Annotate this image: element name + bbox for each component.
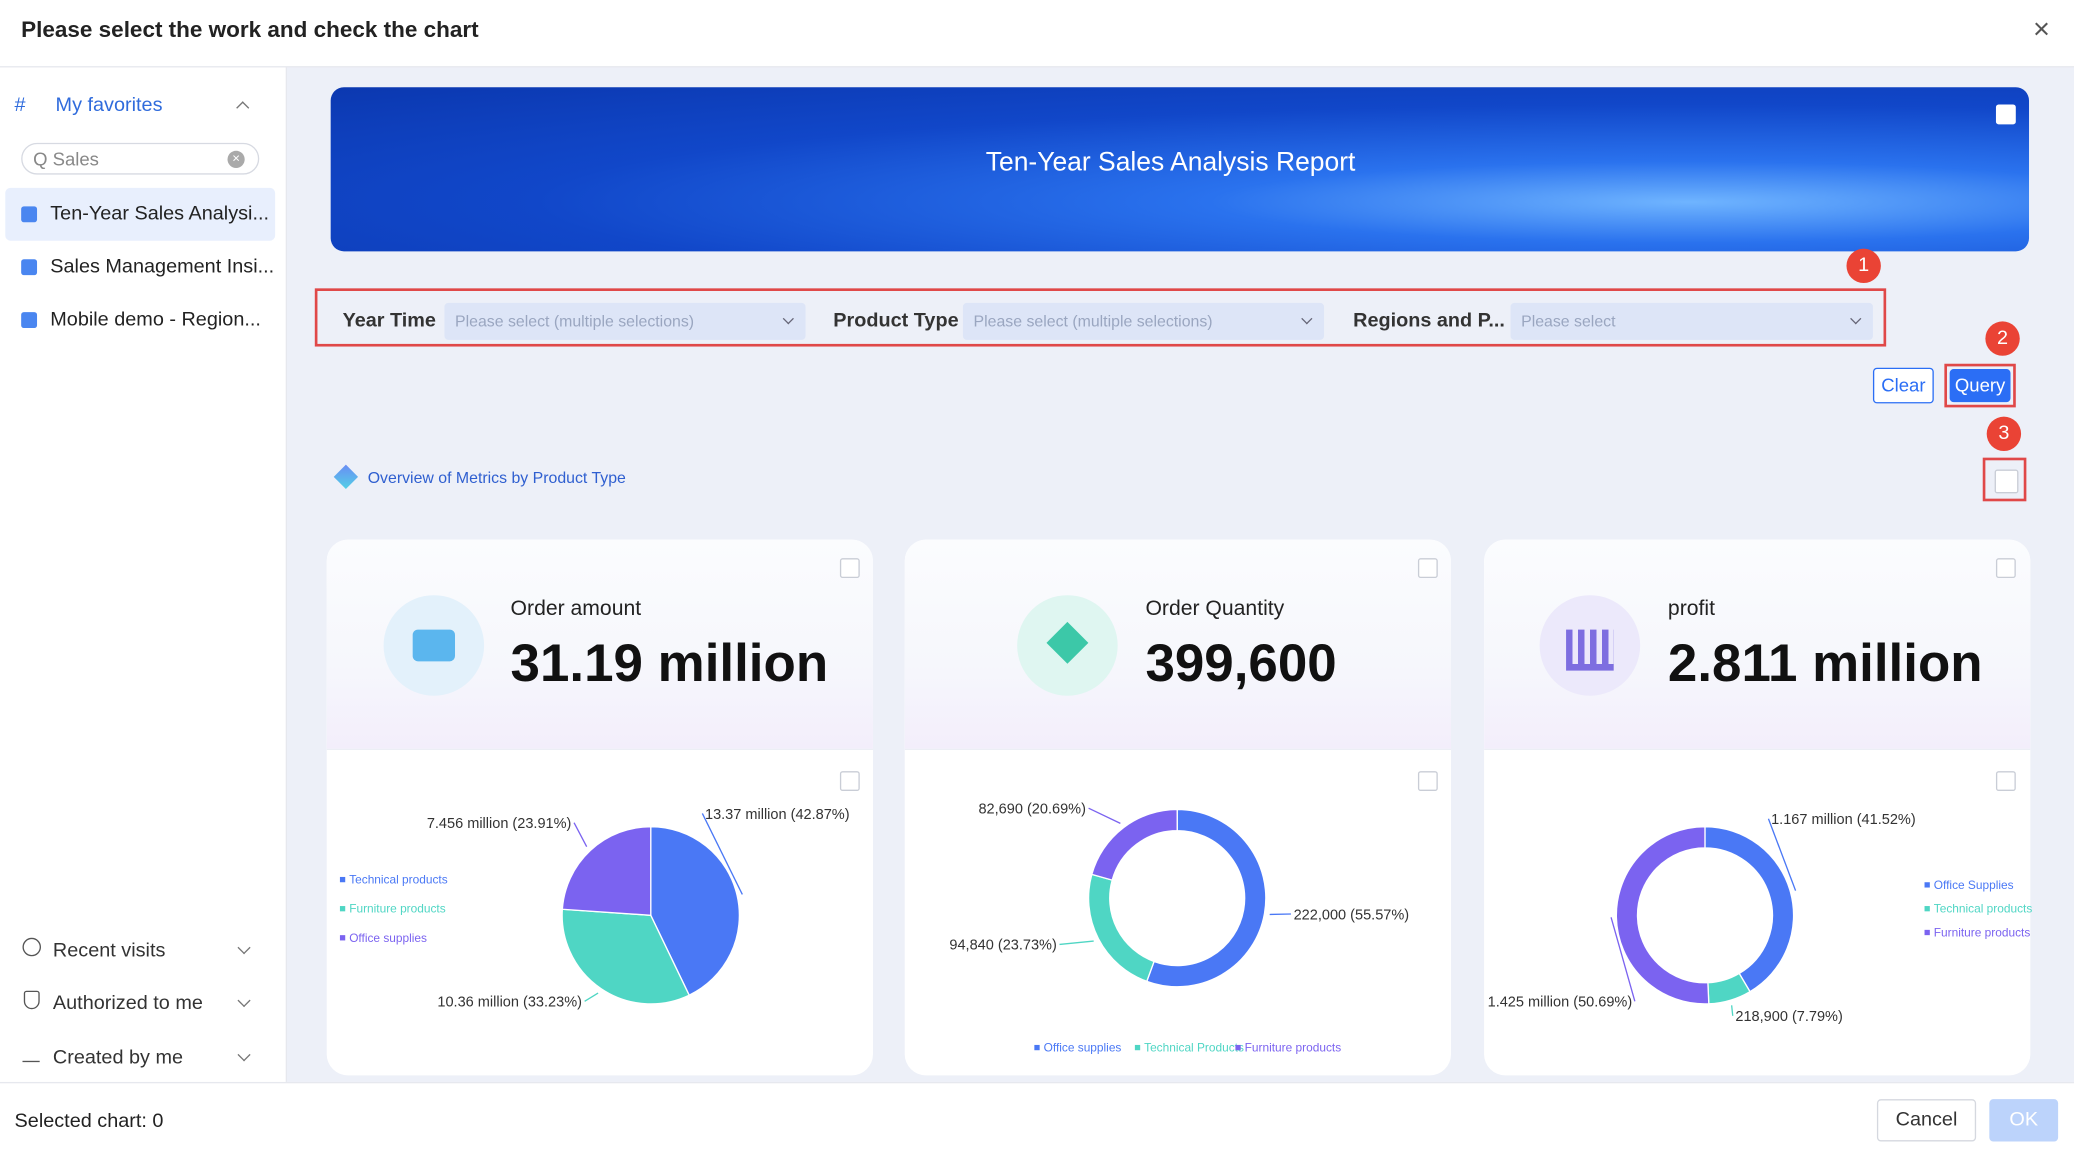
legend-swatch [340,877,345,882]
legend-entry: Office supplies [349,931,427,945]
legend-swatch [1034,1045,1039,1050]
slice [1616,827,1708,1004]
selected-count: Selected chart: 0 [15,1110,164,1132]
value-label: 94,840 (23.73%) [949,938,1056,954]
legend-entry: Technical products [1934,902,2033,916]
slice [1092,809,1177,880]
value-label: 1.167 million (41.52%) [1771,812,1916,828]
value-label: 13.37 million (42.87%) [705,807,850,823]
slice [562,827,650,916]
ok-button[interactable]: OK [1989,1099,2058,1141]
leader-line [1089,808,1121,823]
legend-entry: Furniture products [1245,1041,1342,1055]
value-label: 10.36 million (33.23%) [437,995,582,1011]
legend-entry: Furniture products [349,902,446,916]
legend-swatch [340,906,345,911]
value-label: 222,000 (55.57%) [1294,907,1410,923]
leader-line [574,823,587,847]
cancel-button[interactable]: Cancel [1877,1099,1976,1141]
leader-line [1059,941,1093,944]
legend-swatch [1135,1045,1140,1050]
leader-line [1732,1005,1733,1015]
legend-swatch [1925,930,1930,935]
leader-line [585,993,598,1001]
slice [1089,874,1154,981]
legend-entry: Office Supplies [1934,878,2014,892]
legend-swatch [1925,906,1930,911]
legend-entry: Furniture products [1934,925,2031,939]
legend-swatch [340,935,345,940]
legend-entry: Technical Products [1144,1041,1244,1055]
value-label: 82,690 (20.69%) [978,801,1085,817]
value-label: 7.456 million (23.91%) [427,816,572,832]
legend-entry: Office supplies [1044,1041,1122,1055]
value-label: 1.425 million (50.69%) [1488,995,1633,1011]
slice [1147,809,1266,986]
legend-swatch [1925,882,1930,887]
footer [0,1082,2074,1155]
legend-swatch [1235,1045,1240,1050]
legend-entry: Technical products [349,873,448,887]
value-label: 218,900 (7.79%) [1735,1009,1842,1025]
